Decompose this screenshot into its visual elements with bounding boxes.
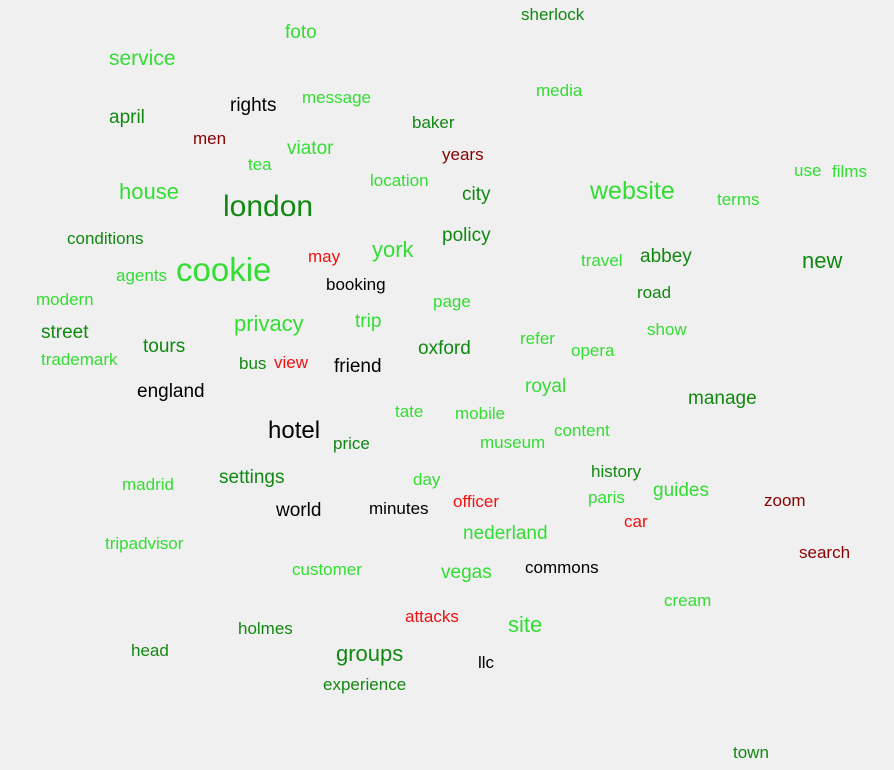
word-media: media xyxy=(536,81,583,100)
word-friend: friend xyxy=(334,356,382,377)
word-experience: experience xyxy=(323,675,407,694)
word-town: town xyxy=(733,743,769,762)
word-oxford: oxford xyxy=(418,338,471,359)
word-house: house xyxy=(119,179,179,204)
word-llc: llc xyxy=(478,653,495,672)
word-street: street xyxy=(41,322,89,343)
word-rights: rights xyxy=(230,95,277,116)
word-mobile: mobile xyxy=(455,404,506,423)
word-privacy: privacy xyxy=(234,311,304,336)
word-modern: modern xyxy=(36,290,94,309)
word-groups: groups xyxy=(336,641,404,666)
word-attacks: attacks xyxy=(405,607,459,626)
word-conditions: conditions xyxy=(67,229,144,248)
word-terms: terms xyxy=(717,190,760,209)
word-vegas: vegas xyxy=(441,562,492,583)
word-madrid: madrid xyxy=(122,475,174,494)
word-road: road xyxy=(637,283,672,302)
word-commons: commons xyxy=(525,558,599,577)
word-films: films xyxy=(832,162,867,181)
word-paris: paris xyxy=(588,488,625,507)
word-officer: officer xyxy=(453,492,499,511)
word-minutes: minutes xyxy=(369,499,429,518)
word-may: may xyxy=(308,247,341,266)
word-sherlock: sherlock xyxy=(521,5,585,24)
word-tea: tea xyxy=(248,155,272,174)
word-world: world xyxy=(276,500,322,521)
word-car: car xyxy=(624,512,648,531)
word-april: april xyxy=(109,107,145,128)
word-guides: guides xyxy=(653,480,709,501)
word-location: location xyxy=(370,171,429,190)
word-settings: settings xyxy=(219,467,285,488)
word-customer: customer xyxy=(292,560,362,579)
word-nederland: nederland xyxy=(463,523,548,544)
word-message: message xyxy=(302,88,371,107)
word-tripadvisor: tripadvisor xyxy=(105,534,184,553)
word-agents: agents xyxy=(116,266,168,285)
word-site: site xyxy=(508,612,543,637)
word-website: website xyxy=(590,177,675,205)
word-view: view xyxy=(274,353,309,372)
word-baker: baker xyxy=(412,113,455,132)
word-new: new xyxy=(802,248,843,273)
word-trip: trip xyxy=(355,311,382,332)
word-cookie: cookie xyxy=(176,251,272,288)
word-price: price xyxy=(333,434,370,453)
word-manage: manage xyxy=(688,388,757,409)
word-hotel: hotel xyxy=(268,417,321,444)
word-holmes: holmes xyxy=(238,619,293,638)
word-men: men xyxy=(193,129,227,148)
word-refer: refer xyxy=(520,329,555,348)
word-city: city xyxy=(462,184,491,205)
word-london: london xyxy=(223,190,314,223)
word-page: page xyxy=(433,292,471,311)
word-head: head xyxy=(131,641,169,660)
word-royal: royal xyxy=(525,376,567,397)
word-show: show xyxy=(647,320,687,339)
word-museum: museum xyxy=(480,433,546,452)
word-england: england xyxy=(137,381,205,402)
word-bus: bus xyxy=(239,354,267,373)
word-policy: policy xyxy=(442,225,491,246)
word-content: content xyxy=(554,421,610,440)
word-tours: tours xyxy=(143,336,186,357)
word-abbey: abbey xyxy=(640,246,692,267)
word-use: use xyxy=(794,161,822,180)
word-service: service xyxy=(109,47,176,70)
word-search: search xyxy=(799,543,851,562)
word-day: day xyxy=(413,470,441,489)
word-zoom: zoom xyxy=(764,491,806,510)
word-opera: opera xyxy=(571,341,615,360)
word-viator: viator xyxy=(287,138,334,159)
word-tate: tate xyxy=(395,402,424,421)
word-years: years xyxy=(442,145,484,164)
word-booking: booking xyxy=(326,275,386,294)
word-trademark: trademark xyxy=(41,350,118,369)
word-york: york xyxy=(372,237,414,262)
word-history: history xyxy=(591,462,642,481)
word-cream: cream xyxy=(664,591,712,610)
word-foto: foto xyxy=(285,22,317,43)
word-travel: travel xyxy=(581,251,623,270)
